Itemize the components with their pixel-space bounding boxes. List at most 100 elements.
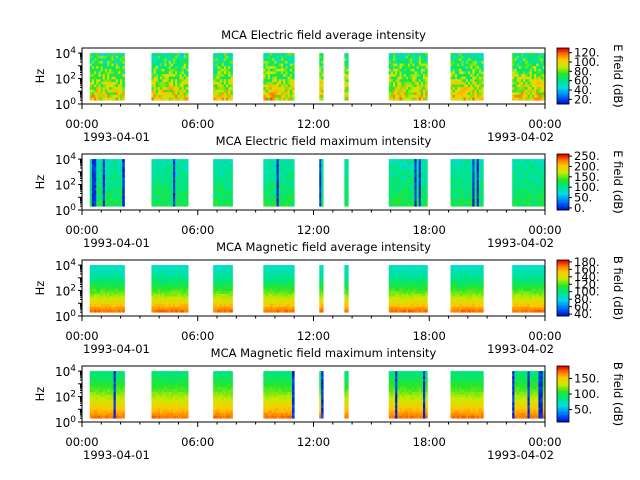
heatmap-cell: [265, 267, 269, 271]
heatmap-cell: [219, 84, 223, 88]
heatmap-cell: [164, 94, 167, 98]
heatmap-cell: [478, 60, 482, 64]
heatmap-cell: [104, 63, 108, 67]
heatmap-cell: [265, 79, 269, 83]
heatmap-cell: [518, 185, 522, 189]
heatmap-cell: [104, 55, 108, 59]
heatmap-cell: [534, 187, 537, 191]
heatmap-cell: [89, 187, 93, 191]
heatmap-cell: [226, 306, 229, 310]
heatmap-cell: [153, 265, 157, 269]
heatmap-cell: [98, 193, 101, 197]
heatmap-cell: [461, 180, 464, 184]
heatmap-cell: [89, 272, 93, 276]
heatmap-cell: [269, 66, 273, 70]
heatmap-cell: [481, 203, 484, 207]
heatmap-cell: [467, 159, 471, 163]
colorbar-segment: [557, 173, 569, 176]
heatmap-cell: [523, 193, 526, 197]
heatmap-cell: [542, 55, 546, 59]
heatmap-cell: [465, 92, 469, 96]
heatmap-cell: [388, 94, 392, 98]
heatmap-cell: [481, 76, 484, 80]
heatmap-cell: [179, 97, 183, 101]
heatmap-cell: [179, 198, 183, 202]
heatmap-cell: [162, 187, 165, 191]
heatmap-cell: [463, 74, 467, 78]
heatmap-cell: [98, 164, 101, 168]
heatmap-cell: [215, 66, 218, 70]
heatmap-cell: [395, 203, 398, 207]
heatmap-cell: [230, 190, 233, 194]
heatmap-cell: [467, 198, 471, 202]
heatmap-cell: [425, 71, 428, 75]
heatmap-cell: [181, 286, 185, 290]
heatmap-cell: [113, 63, 117, 67]
x-tick-label: 00:00: [65, 223, 98, 237]
heatmap-cell: [153, 272, 157, 276]
heatmap-cell: [94, 265, 97, 269]
heatmap-cell: [265, 60, 269, 64]
heatmap-cell: [344, 79, 347, 83]
heatmap-cell: [412, 190, 415, 194]
heatmap-cell: [91, 169, 95, 173]
heatmap-cell: [285, 66, 288, 70]
heatmap-cell: [219, 66, 223, 70]
heatmap-cell: [516, 63, 520, 67]
heatmap-cell: [514, 79, 517, 83]
heatmap-cell: [283, 81, 286, 85]
heatmap-cell: [219, 185, 223, 189]
heatmap-cell: [481, 84, 484, 88]
heatmap-cell: [170, 68, 174, 72]
heatmap-cell: [390, 193, 394, 197]
heatmap-cell: [514, 66, 517, 70]
heatmap-cell: [181, 306, 185, 310]
heatmap-cell: [226, 68, 229, 72]
heatmap-cell: [395, 187, 398, 191]
heatmap-cell: [177, 198, 180, 202]
heatmap-cell: [151, 190, 155, 194]
heatmap-cell: [292, 182, 295, 186]
heatmap-cell: [538, 185, 542, 189]
heatmap-cell: [263, 76, 266, 80]
heatmap-cell: [529, 159, 533, 163]
heatmap-cell: [403, 66, 407, 70]
heatmap-cell: [185, 89, 189, 93]
heatmap-cell: [89, 293, 93, 297]
heatmap-cell: [463, 76, 467, 80]
heatmap-cell: [470, 63, 473, 67]
heatmap-cell: [470, 195, 473, 199]
heatmap-cell: [463, 58, 467, 62]
heatmap-cell: [412, 94, 415, 98]
heatmap-cell: [113, 74, 117, 78]
heatmap-cell: [177, 60, 180, 64]
heatmap-cell: [292, 159, 295, 163]
heatmap-cell: [179, 200, 183, 204]
heatmap-cell: [287, 76, 291, 80]
heatmap-cell: [463, 71, 467, 75]
heatmap-cell: [215, 177, 218, 181]
heatmap-cell: [181, 177, 185, 181]
heatmap-cell: [179, 270, 183, 274]
heatmap-cell: [166, 299, 170, 303]
heatmap-cell: [230, 76, 233, 80]
heatmap-cell: [280, 159, 284, 163]
heatmap-cell: [155, 275, 159, 279]
heatmap-cell: [474, 76, 478, 80]
heatmap-cell: [168, 190, 172, 194]
heatmap-cell: [283, 76, 286, 80]
heatmap-cell: [164, 164, 167, 168]
heatmap-cell: [177, 94, 180, 98]
heatmap-cell: [405, 53, 409, 57]
heatmap-cell: [414, 53, 417, 57]
heatmap-cell: [217, 89, 221, 93]
heatmap-cell: [177, 161, 180, 165]
heatmap-cell: [461, 166, 464, 170]
heatmap-cell: [457, 177, 460, 181]
heatmap-cell: [520, 161, 524, 165]
heatmap-cell: [113, 87, 117, 91]
heatmap-cell: [344, 177, 347, 181]
heatmap-cell: [219, 55, 223, 59]
heatmap-cell: [450, 185, 454, 189]
heatmap-cell: [292, 55, 295, 59]
